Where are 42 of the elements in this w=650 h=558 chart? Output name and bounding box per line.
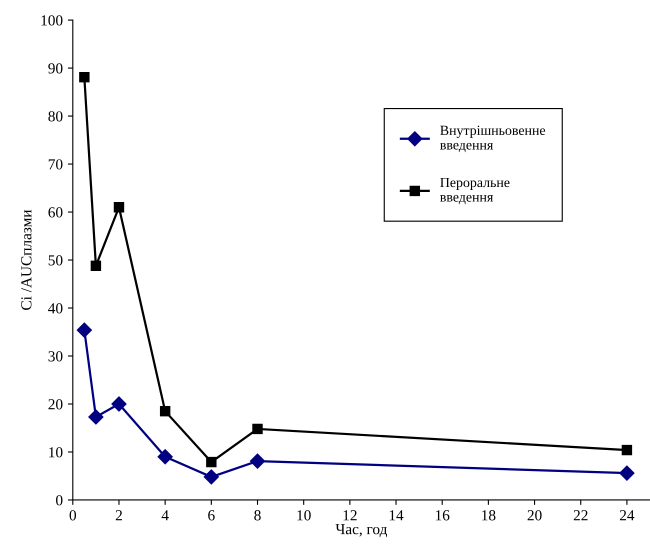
legend-label: Внутрішньовенне введення — [440, 126, 546, 152]
legend-label: Пероральне введення — [440, 178, 510, 204]
point — [250, 454, 266, 469]
point — [160, 406, 170, 416]
x-tick-label: 20 — [528, 510, 542, 520]
point — [622, 444, 632, 456]
x-tick-label: 22 — [574, 510, 588, 520]
x-tick-label: 10 — [297, 510, 311, 520]
y-axis-title: Ci /AUCплазми — [21, 210, 32, 310]
y-tick-label: 40 — [48, 303, 62, 314]
point — [111, 396, 127, 412]
x-tick-label: 4 — [162, 510, 169, 520]
point — [114, 202, 124, 212]
x-tick-label: 18 — [482, 510, 496, 520]
y-tick-label: 50 — [48, 255, 62, 266]
x-tick-label: 14 — [390, 510, 404, 520]
x-tick-label: 12 — [344, 510, 357, 520]
point — [252, 424, 263, 434]
x-tick-label: 0 — [70, 510, 76, 520]
x-tick-label: 2 — [116, 510, 122, 520]
point — [204, 469, 219, 485]
point — [158, 449, 173, 464]
y-tick-label: 0 — [56, 495, 62, 506]
point — [79, 72, 90, 82]
x-tick-label: 6 — [208, 510, 215, 520]
y-tick-label: 100 — [42, 15, 62, 26]
y-tick-label: 90 — [48, 63, 62, 74]
point — [90, 260, 102, 271]
y-tick-label: 70 — [48, 159, 62, 170]
point — [206, 456, 217, 468]
y-tick-label: 30 — [48, 351, 62, 362]
x-tick-label: 24 — [620, 510, 634, 520]
y-tick-label: 80 — [48, 111, 62, 122]
point — [88, 409, 104, 425]
y-tick-label: 10 — [49, 447, 62, 458]
x-tick-label: 8 — [254, 510, 261, 520]
x-axis-title: Час, год — [336, 524, 388, 538]
point — [619, 466, 634, 481]
x-tick-label: 16 — [436, 510, 450, 520]
y-tick-label: 60 — [48, 207, 62, 218]
point — [76, 322, 92, 338]
y-tick-label: 20 — [48, 399, 62, 410]
